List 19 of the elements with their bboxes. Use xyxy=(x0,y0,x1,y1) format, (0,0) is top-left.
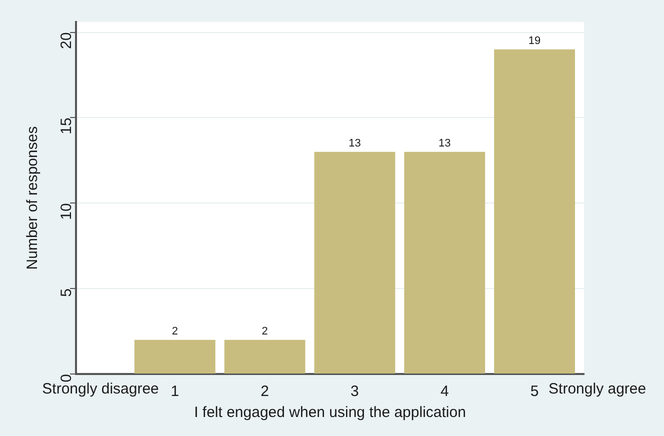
data-label: 13 xyxy=(348,137,361,150)
x-axis-title: I felt engaged when using the application xyxy=(194,404,466,422)
data-label: 2 xyxy=(262,325,268,338)
data-label: 2 xyxy=(172,325,178,338)
data-label: 19 xyxy=(528,34,541,47)
y-tick-label: 10 xyxy=(58,203,76,220)
x-tick-label: 5 xyxy=(530,383,539,400)
y-tick-label: 0 xyxy=(58,374,76,382)
data-label: 13 xyxy=(438,137,451,150)
x-tick-label: 4 xyxy=(440,383,449,400)
y-tick-label: 20 xyxy=(58,32,76,49)
y-tick-label: 5 xyxy=(58,288,76,297)
y-tick-label: 15 xyxy=(58,118,76,134)
text: Strongly agree xyxy=(548,380,646,398)
y-axis-title: Number of responses xyxy=(24,126,42,270)
x-tick-label: 2 xyxy=(260,383,269,400)
text: Strongly disagree xyxy=(42,380,159,398)
x-tick-label: 1 xyxy=(170,383,180,400)
x-tick-label: 3 xyxy=(350,383,359,400)
